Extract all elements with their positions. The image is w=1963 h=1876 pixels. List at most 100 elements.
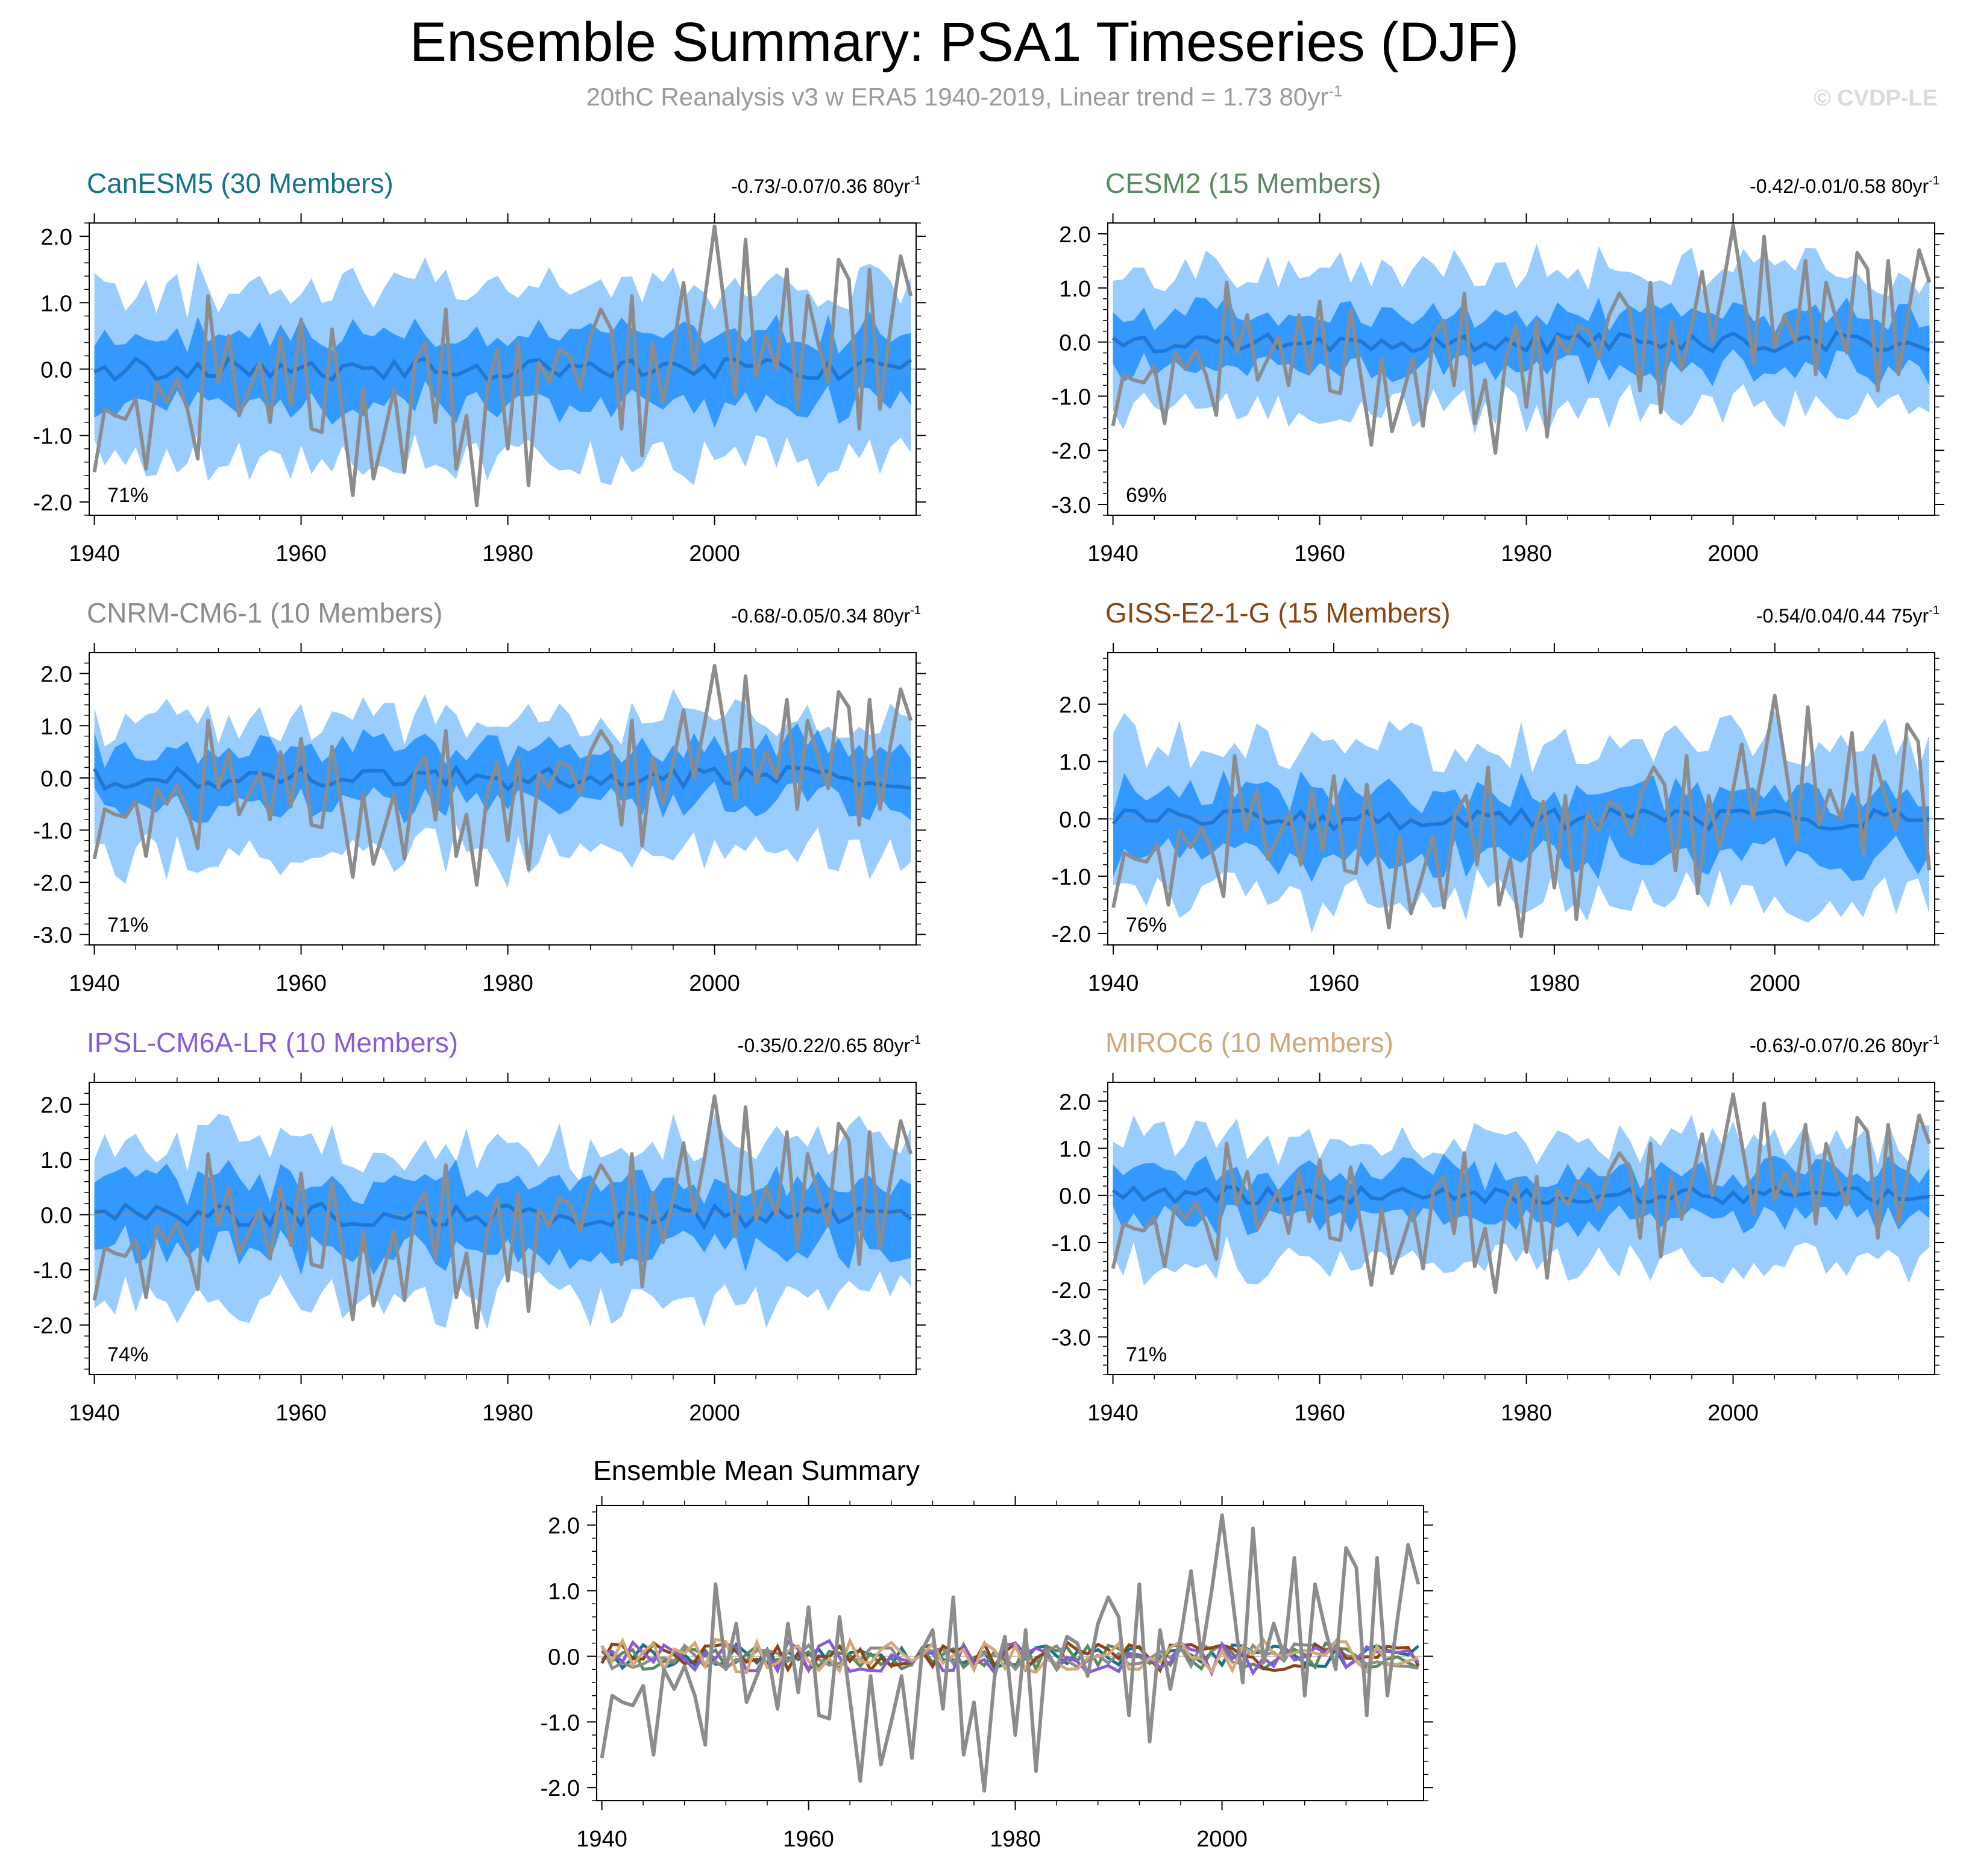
y-tick-label: -1.0	[541, 1710, 580, 1736]
trend-exponent: -1	[1929, 174, 1939, 187]
x-tick-label: 1960	[1294, 1401, 1345, 1426]
chart-panel-giss-e2-1-g: -2.0 -1.0 0.0 1.0 2.0 1940 1960 1980 2000 GISS-E2…	[1052, 597, 1944, 996]
x-tick-label: 1960	[275, 541, 327, 566]
x-tick-label: 1980	[1529, 971, 1580, 996]
chart-panel-cnrm-cm6-1: -3.0 -2.0 -1.0 0.0 1.0 2.0 1940 1960 1980 2000 CNR…	[33, 597, 926, 996]
y-tick-label: -1.0	[1052, 384, 1091, 410]
y-tick-label: -1.0	[33, 1258, 72, 1284]
ensemble-mean-line	[92, 764, 911, 792]
x-tick-label: 1980	[482, 971, 533, 996]
y-tick-label: -1.0	[1052, 865, 1091, 890]
percent-label: 74%	[107, 1343, 148, 1366]
y-tick-label: 0.0	[1059, 331, 1091, 356]
x-tick-label: 2000	[689, 541, 740, 566]
chart-panel-cesm2: -3.0 -2.0 -1.0 0.0 1.0 2.0 1940 1960 1980 2000 CES…	[1052, 168, 1944, 566]
x-tick-label: 1980	[482, 1401, 533, 1426]
plot-frame	[89, 1082, 917, 1375]
y-tick-label: -1.0	[33, 818, 72, 844]
plot-frame	[1107, 1082, 1935, 1375]
panel-title: CNRM-CM6-1 (10 Members)	[87, 597, 442, 629]
y-tick-label: -3.0	[1052, 493, 1091, 518]
y-tick-label: 0.0	[40, 767, 72, 792]
x-tick-label: 1940	[69, 971, 120, 996]
trend-label: -0.35/0.22/0.65 80yr-1	[738, 1034, 921, 1056]
trend-label: -0.68/-0.05/0.34 80yr-1	[731, 604, 921, 627]
observations-line	[1111, 694, 1931, 938]
chart-panel-canesm5: -2.0 -1.0 0.0 1.0 2.0 1940 1960 1980 2000 CanESM5…	[33, 168, 926, 566]
y-tick-label: 0.0	[1059, 808, 1091, 833]
band-25-75-range	[1113, 770, 1929, 882]
y-tick-label: 1.0	[1059, 1137, 1091, 1162]
trend-label: -0.54/0.04/0.44 75yr-1	[1756, 604, 1939, 627]
y-tick-label: 2.0	[1059, 1090, 1091, 1115]
trend-exponent: -1	[1929, 1034, 1939, 1047]
y-tick-label: 0.0	[548, 1645, 580, 1670]
x-tick-label: 1980	[1501, 1401, 1552, 1426]
plot-frame	[1107, 652, 1935, 946]
y-tick-label: 2.0	[548, 1514, 580, 1539]
x-tick-label: 2000	[689, 971, 740, 996]
percent-label: 71%	[107, 914, 148, 936]
cvdp-watermark: © CVDP-LE	[1814, 86, 1938, 111]
chart-panel-ipsl-cm6a-lr: -2.0 -1.0 0.0 1.0 2.0 1940 1960 1980 2000 IPSL-CM…	[33, 1027, 926, 1426]
series-line-cnrm-cm6-1	[600, 1641, 1419, 1672]
trend-exponent: -1	[910, 1034, 921, 1047]
panel-title: IPSL-CM6A-LR (10 Members)	[87, 1027, 458, 1058]
x-tick-label: 1940	[1087, 1401, 1139, 1426]
y-tick-label: 1.0	[40, 714, 72, 739]
trend-label: -0.42/-0.01/0.58 80yr-1	[1750, 174, 1939, 197]
trend-label: -0.73/-0.07/0.36 80yr-1	[731, 174, 921, 197]
y-tick-label: -3.0	[33, 923, 72, 949]
y-tick-label: -3.0	[1052, 1325, 1091, 1351]
x-tick-label: 2000	[1707, 1401, 1759, 1426]
y-tick-label: -2.0	[1052, 922, 1091, 947]
y-tick-label: 1.0	[1059, 750, 1091, 776]
y-tick-label: 2.0	[1059, 222, 1091, 248]
y-tick-label: -1.0	[33, 424, 72, 450]
figure-subtitle: 20thC Reanalysis v3 w ERA5 1940-2019, Li…	[0, 82, 1929, 111]
y-tick-label: 2.0	[40, 662, 72, 688]
y-tick-label: 1.0	[548, 1580, 580, 1605]
panel-title: GISS-E2-1-G (15 Members)	[1105, 597, 1451, 629]
y-tick-label: 0.0	[1059, 1184, 1091, 1209]
y-tick-label: -2.0	[541, 1776, 580, 1801]
y-tick-label: 2.0	[1059, 693, 1091, 718]
observations-line	[92, 224, 913, 507]
figure-title: Ensemble Summary: PSA1 Timeseries (DJF)	[409, 11, 1519, 73]
panel-title: Ensemble Mean Summary	[593, 1455, 920, 1486]
x-tick-label: 1960	[275, 971, 327, 996]
x-tick-label: 1960	[783, 1827, 834, 1852]
percent-label: 71%	[1126, 1343, 1167, 1366]
x-tick-label: 1960	[275, 1401, 327, 1426]
x-tick-label: 1980	[990, 1827, 1041, 1852]
trend-exponent: -1	[910, 174, 921, 187]
y-tick-label: -2.0	[1052, 439, 1091, 464]
y-tick-label: 1.0	[40, 291, 72, 316]
observations-line	[92, 664, 913, 887]
y-tick-label: 1.0	[40, 1148, 72, 1173]
observations-line	[1111, 1092, 1932, 1294]
x-tick-label: 1940	[69, 541, 120, 566]
trend-exponent: -1	[910, 604, 921, 617]
y-tick-label: 0.0	[40, 1203, 72, 1229]
observations-line	[600, 1513, 1421, 1793]
panel-title: MIROC6 (10 Members)	[1105, 1027, 1393, 1058]
x-tick-label: 1940	[1088, 971, 1139, 996]
x-tick-label: 1940	[69, 1401, 120, 1426]
y-tick-label: -2.0	[33, 491, 72, 516]
y-tick-label: 2.0	[40, 1093, 72, 1118]
chart-panel-miroc6: -3.0 -2.0 -1.0 0.0 1.0 2.0 1940 1960 1980 2000 MIR…	[1052, 1027, 1944, 1426]
y-tick-label: -2.0	[33, 871, 72, 896]
x-tick-label: 1960	[1308, 971, 1360, 996]
x-tick-label: 2000	[689, 1401, 740, 1426]
x-tick-label: 1960	[1294, 541, 1345, 566]
panel-title: CanESM5 (30 Members)	[87, 168, 394, 199]
percent-label: 71%	[107, 484, 148, 507]
plot-frame	[1107, 222, 1935, 516]
panel-title: CESM2 (15 Members)	[1105, 168, 1381, 199]
subtitle-text: 20thC Reanalysis v3 w ERA5 1940-2019, Li…	[586, 83, 1329, 111]
percent-label: 76%	[1126, 914, 1167, 936]
x-tick-label: 1980	[482, 541, 533, 566]
subtitle-exponent: -1	[1328, 82, 1343, 100]
